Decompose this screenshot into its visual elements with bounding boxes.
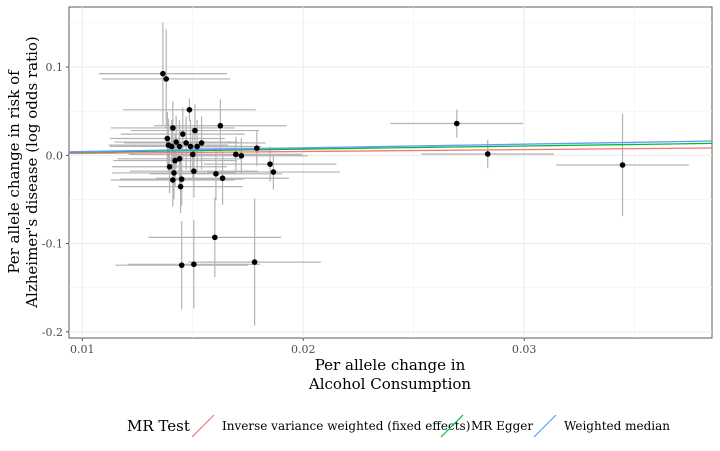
data-point <box>164 135 171 142</box>
data-point <box>619 162 626 168</box>
y-tick-label: 0.1 <box>46 61 64 74</box>
y-axis-ticks: -0.2 -0.1 0.0 0.1 <box>42 61 69 339</box>
y-tick-label: 0.0 <box>46 149 64 162</box>
data-point <box>177 183 184 190</box>
regression-line <box>68 142 713 154</box>
data-point <box>170 177 176 183</box>
y-tick-label: -0.2 <box>42 326 63 339</box>
legend-swatch-weighted-median <box>533 414 557 438</box>
data-point <box>267 161 273 167</box>
data-point <box>213 171 219 177</box>
data-point <box>254 145 260 152</box>
legend: MR Test Inverse variance weighted (fixed… <box>127 414 670 438</box>
data-point <box>453 120 460 127</box>
data-point <box>251 259 258 265</box>
data-point <box>192 127 198 134</box>
data-point <box>238 152 245 159</box>
data-point <box>166 163 173 170</box>
y-axis-title-line-2: Alzheimer's disease (log odds ratio) <box>23 36 41 309</box>
data-point <box>217 122 224 129</box>
legend-label-ivw: Inverse variance weighted (fixed effects… <box>222 419 470 433</box>
data-point <box>186 107 193 113</box>
regression-line <box>68 140 713 153</box>
data-point <box>173 139 179 145</box>
data-points <box>160 70 626 268</box>
legend-swatch-mr-egger <box>440 414 464 438</box>
data-point <box>176 156 183 162</box>
y-tick-label: -0.1 <box>42 238 63 251</box>
regression-lines <box>68 140 713 155</box>
data-point <box>191 168 197 174</box>
x-axis-title-line-1: Per allele change in <box>315 356 466 374</box>
legend-label-weighted-median: Weighted median <box>564 419 670 433</box>
data-point <box>179 131 186 137</box>
data-point <box>198 140 205 146</box>
y-axis-title-line-1: Per allele change in risk of <box>5 69 23 274</box>
data-point <box>172 157 178 164</box>
data-point <box>183 140 189 146</box>
data-point <box>163 76 170 82</box>
data-point <box>233 151 239 158</box>
data-point <box>178 262 185 268</box>
x-axis-title-line-2: Alcohol Consumption <box>308 375 472 393</box>
data-point <box>168 143 175 150</box>
data-point <box>170 125 176 131</box>
data-point <box>176 143 183 150</box>
data-point <box>178 176 185 182</box>
data-point <box>187 143 194 150</box>
regression-line <box>68 147 713 155</box>
x-tick-label: 0.02 <box>291 343 316 356</box>
legend-label-mr-egger: MR Egger <box>471 419 533 433</box>
data-point <box>212 234 218 241</box>
data-point <box>194 143 200 150</box>
data-point <box>171 170 177 176</box>
x-tick-label: 0.01 <box>70 343 95 356</box>
data-point <box>160 70 166 77</box>
legend-swatch-ivw <box>191 414 215 438</box>
x-axis-ticks: 0.01 0.02 0.03 <box>70 338 536 356</box>
x-tick-label: 0.03 <box>512 343 537 356</box>
legend-title: MR Test <box>127 417 190 435</box>
data-point <box>484 151 491 157</box>
data-point <box>189 151 196 158</box>
data-point <box>270 169 277 175</box>
data-point <box>191 261 197 268</box>
data-point <box>219 175 226 182</box>
